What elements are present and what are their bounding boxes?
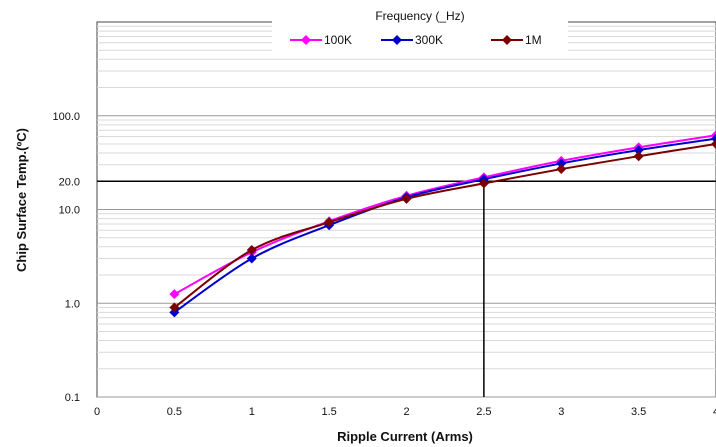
legend-label-100K: 100K [324,33,352,47]
x-tick-label: 2 [403,406,409,418]
reference-lines [97,180,716,397]
data-point-1M [478,178,489,189]
data-point-300K [246,253,257,264]
data-point-1M [324,217,335,228]
x-tick-label: 4 [713,406,716,418]
data-point-1M [401,193,412,204]
x-axis-title: Ripple Current (Arms) [337,429,473,444]
tick-labels: 0 0.5 1 1.5 2 2.5 3 3.5 4 0.1 1.0 10.0 20.0 100.0 [52,111,716,418]
data-point-300K [556,158,567,169]
x-tick-label: 1 [249,406,255,418]
legend-label-300K: 300K [415,33,443,47]
data-point-1M [556,164,567,175]
x-tick-label: 0 [94,406,100,418]
y-tick-label: 20.0 [59,176,80,188]
data-point-1M [633,151,644,162]
legend-box [272,4,568,52]
x-tick-label: 0.5 [167,406,182,418]
grid [96,21,716,398]
data-point-300K [633,145,644,156]
legend-marker-300K [392,35,402,45]
x-tick-label: 1.5 [321,406,336,418]
y-tick-label: 10.0 [59,205,80,217]
legend-title: Frequency (_Hz) [375,9,464,23]
data-point-1M [169,302,180,313]
x-tick-label: 3 [558,406,564,418]
data-point-1M [246,244,257,255]
x-tick-label: 3.5 [631,406,646,418]
data-point-100K [169,289,180,300]
legend: Frequency (_Hz) 100K 300K 1M [272,4,568,52]
series-group [169,130,716,318]
y-tick-label: 0.1 [65,392,80,404]
y-tick-label: 1.0 [65,298,80,310]
legend-marker-100K [301,35,311,45]
data-point-1M [711,138,716,149]
legend-marker-1M [502,35,512,45]
y-axis-title: Chip Surface Temp.(ºC) [14,128,29,272]
x-tick-label: 2.5 [476,406,491,418]
legend-label-1M: 1M [525,33,542,47]
y-tick-label: 100.0 [52,111,80,123]
